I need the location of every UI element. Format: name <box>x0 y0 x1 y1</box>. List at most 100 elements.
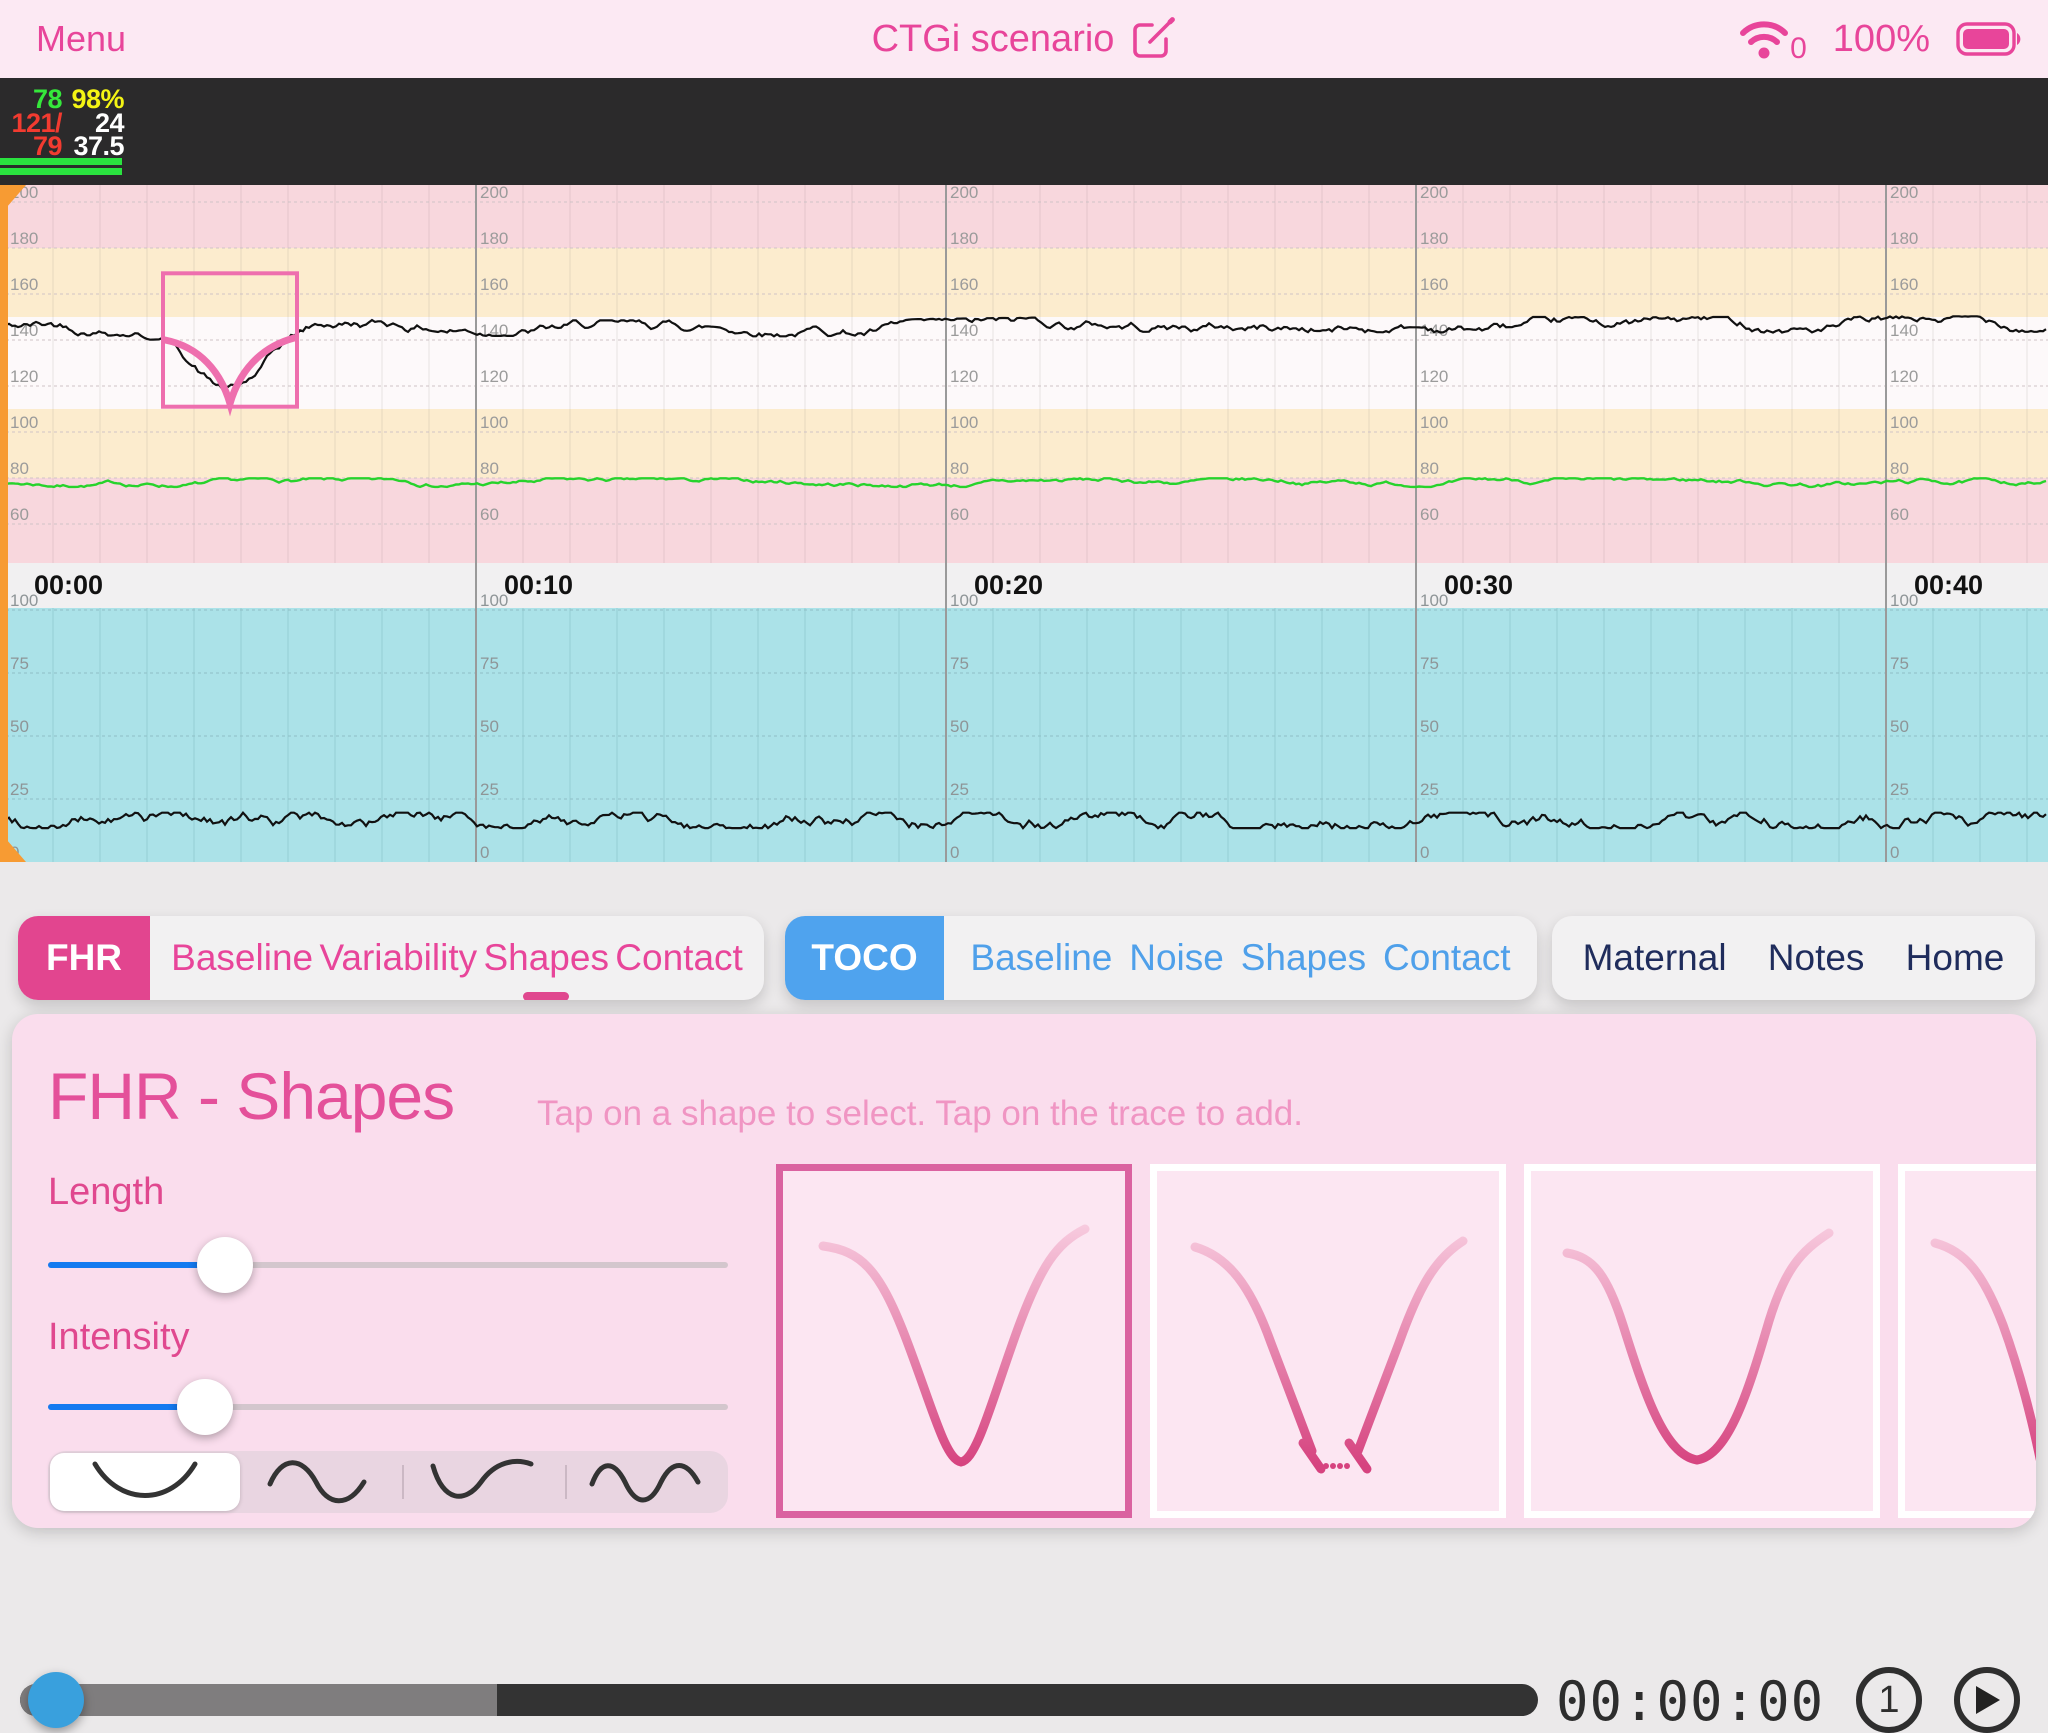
toco-axis-label: 0 <box>950 843 959 862</box>
vital-value: 78 <box>32 84 63 114</box>
panel-hint: Tap on a shape to select. Tap on the tra… <box>537 1094 1304 1133</box>
slider-thumb[interactable] <box>177 1379 233 1435</box>
slider-track[interactable] <box>48 1404 728 1410</box>
playhead-flag-bottom <box>0 832 26 862</box>
toco-axis-label: 50 <box>480 717 499 736</box>
length-label: Length <box>48 1171 165 1213</box>
slider-fill <box>48 1404 191 1410</box>
vital-value: 98% <box>71 84 124 114</box>
fhr-zone <box>0 248 2048 317</box>
fhr-subtab-baseline[interactable]: Baseline <box>171 937 314 978</box>
fhr-axis-label: 180 <box>950 229 978 248</box>
tab-toco[interactable]: TOCO <box>785 916 944 1000</box>
fhr-zone <box>0 185 2048 248</box>
speed-multiplier-button[interactable]: 1 <box>1856 1667 1922 1733</box>
fhr-axis-label: 120 <box>480 367 508 386</box>
elapsed-time: 00:00:00 <box>1556 1670 1825 1733</box>
placed-deceleration-shape[interactable] <box>161 334 299 417</box>
wave-type-segmented-control <box>48 1451 728 1513</box>
segment-divider <box>565 1465 568 1499</box>
toco-axis-label: 100 <box>10 591 38 610</box>
toco-axis-label: 50 <box>10 717 29 736</box>
fhr-axis-label: 140 <box>950 321 978 340</box>
fhr-zone <box>0 478 2048 563</box>
vital-row: 79 37.5 <box>0 133 128 160</box>
time-tick-label: 00:00 <box>34 570 103 600</box>
vital-value: 79 <box>32 131 63 161</box>
nav-tab-maternal[interactable]: Maternal <box>1582 937 1727 978</box>
toco-axis-label: 75 <box>480 654 499 673</box>
patient-vitals-bar: 78 98% 121/24 79 37.5 <box>0 78 2048 185</box>
toco-axis-label: 25 <box>950 780 969 799</box>
intensity-slider[interactable] <box>48 1379 728 1435</box>
toco-axis-label: 0 <box>1420 843 1429 862</box>
fhr-toolbar: FHR Baseline Variability Shapes Contact <box>18 916 764 1000</box>
fhr-axis-label: 200 <box>950 183 978 202</box>
fhr-axis-label: 180 <box>10 229 38 248</box>
fhr-axis-label: 140 <box>480 321 508 340</box>
slider-thumb[interactable] <box>197 1237 253 1293</box>
panel-title: FHR - Shapes <box>48 1059 455 1133</box>
playback-controls: 00:00:00 1 <box>0 862 2048 1733</box>
shape-card-smooth-v[interactable] <box>776 1164 1132 1518</box>
nav-tab-home[interactable]: Home <box>1905 937 2005 978</box>
toco-axis-label: 0 <box>1890 843 1899 862</box>
toco-axis-label: 100 <box>1420 591 1448 610</box>
shape-card-list <box>776 1164 2036 1518</box>
top-bar: Menu CTGi scenario 0 100% <box>0 0 2048 78</box>
fhr-axis-label: 160 <box>1420 275 1448 294</box>
playhead[interactable] <box>0 185 8 862</box>
slider-fill <box>48 1262 211 1268</box>
vital-value: 37.5 <box>73 131 124 161</box>
toco-axis-label: 75 <box>950 654 969 673</box>
seek-bar[interactable] <box>20 1684 1538 1716</box>
shape-card-partial-v[interactable] <box>1898 1164 2036 1518</box>
fhr-subtab-variability[interactable]: Variability <box>319 937 478 978</box>
length-slider[interactable] <box>48 1237 728 1293</box>
time-tick-label: 00:20 <box>974 570 1043 600</box>
fhr-axis-label: 180 <box>480 229 508 248</box>
toco-subtab-noise[interactable]: Noise <box>1129 937 1224 978</box>
tab-fhr[interactable]: FHR <box>18 916 150 1000</box>
toco-axis-label: 50 <box>1890 717 1909 736</box>
fhr-axis-label: 200 <box>1420 183 1448 202</box>
fhr-axis-label: 100 <box>480 413 508 432</box>
fhr-subtab-contact[interactable]: Contact <box>615 937 743 978</box>
fhr-axis-label: 60 <box>950 505 969 524</box>
fhr-axis-label: 120 <box>1890 367 1918 386</box>
intensity-label: Intensity <box>48 1316 190 1358</box>
wifi-client-count: 0 <box>1790 32 1807 65</box>
fhr-axis-label: 200 <box>1890 183 1918 202</box>
toco-axis-label: 75 <box>1890 654 1909 673</box>
wave-option-u-curve-icon[interactable] <box>50 1453 240 1511</box>
toco-axis-label: 100 <box>1890 591 1918 610</box>
fhr-subtab-shapes[interactable]: Shapes <box>483 937 609 1000</box>
fhr-axis-label: 100 <box>950 413 978 432</box>
edit-scenario-icon[interactable] <box>1130 16 1176 62</box>
toco-axis-label: 25 <box>1890 780 1909 799</box>
toco-subtab-contact[interactable]: Contact <box>1383 937 1511 978</box>
vital-row: 121/24 <box>0 109 128 137</box>
slider-track[interactable] <box>48 1262 728 1268</box>
wifi-icon <box>1740 21 1789 59</box>
shape-card-dotted-bottom-v[interactable] <box>1150 1164 1506 1518</box>
toco-axis-label: 100 <box>950 591 978 610</box>
trace <box>0 315 2047 390</box>
wave-option-valley-peak-icon[interactable] <box>404 1451 565 1513</box>
play-button[interactable] <box>1954 1667 2020 1733</box>
nav-tab-notes[interactable]: Notes <box>1767 937 1865 978</box>
fhr-zone <box>0 317 2048 409</box>
shape-card-round-v[interactable] <box>1524 1164 1880 1518</box>
wave-option-sine-icon[interactable] <box>242 1451 403 1513</box>
menu-button[interactable]: Menu <box>36 18 127 59</box>
toco-axis-label: 50 <box>1420 717 1439 736</box>
toco-subtab-shapes[interactable]: Shapes <box>1240 937 1367 978</box>
time-tick-label: 00:30 <box>1444 570 1513 600</box>
toco-axis-label: 25 <box>10 780 29 799</box>
seek-thumb[interactable] <box>28 1672 84 1728</box>
toco-axis-label: 75 <box>1420 654 1439 673</box>
toco-subtab-baseline[interactable]: Baseline <box>970 937 1113 978</box>
wave-option-double-sine-icon[interactable] <box>567 1451 728 1513</box>
